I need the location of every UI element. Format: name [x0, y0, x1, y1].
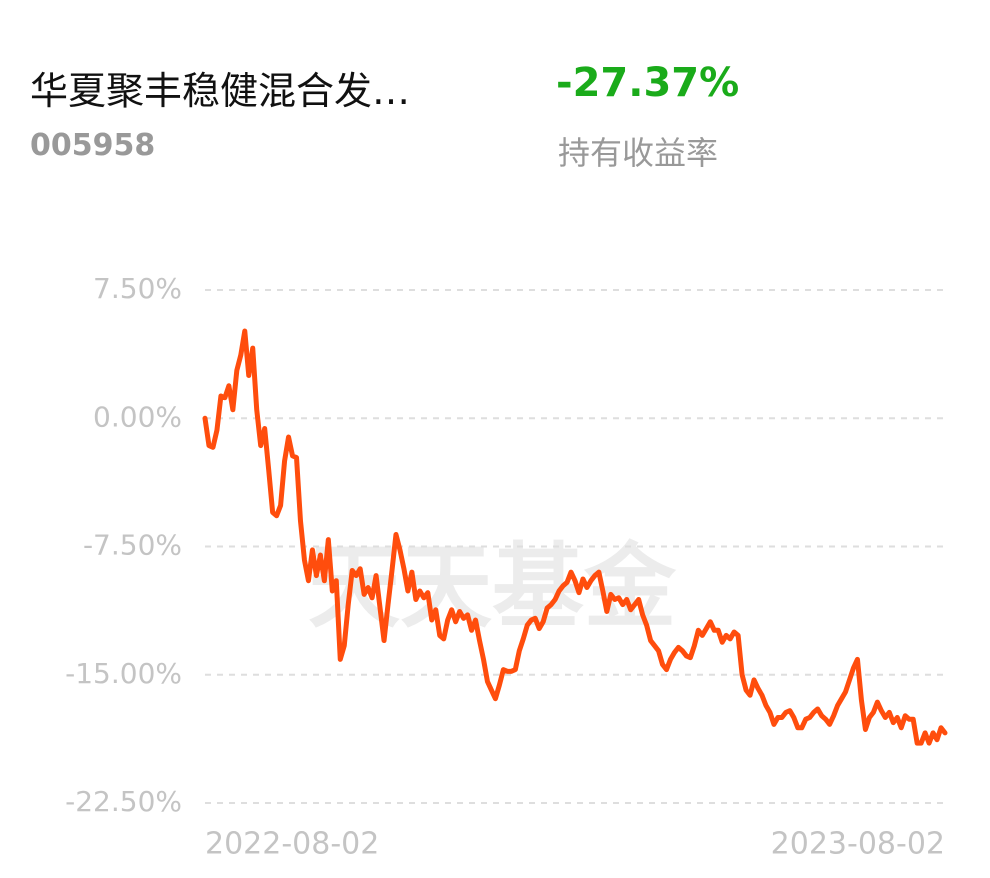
return-value: -27.37%	[556, 60, 740, 106]
fund-code: 005958	[30, 128, 156, 163]
x-tick-label: 2023-08-02	[771, 827, 945, 862]
line-series	[202, 328, 948, 746]
y-tick-label: 0.00%	[93, 400, 182, 433]
x-tick-label: 2022-08-02	[205, 827, 379, 862]
fund-name: 华夏聚丰稳健混合发…	[30, 69, 411, 113]
y-tick-label: 7.50%	[93, 272, 182, 305]
y-tick-label: -7.50%	[83, 529, 182, 562]
return-label: 持有收益率	[558, 134, 719, 172]
y-tick-label: -15.00%	[65, 657, 182, 690]
y-tick-label: -22.50%	[65, 785, 182, 818]
